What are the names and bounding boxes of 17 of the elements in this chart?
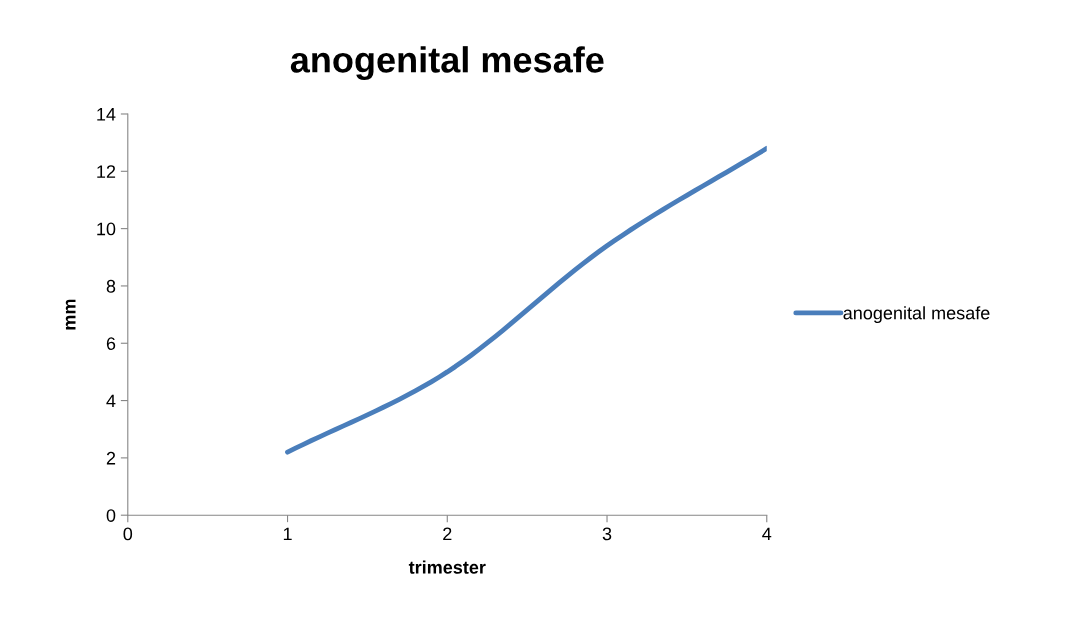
x-tick-label: 4 bbox=[762, 527, 772, 541]
x-axis-title: trimester bbox=[408, 560, 486, 574]
y-tick-label: 12 bbox=[97, 165, 116, 178]
x-tick-label: 3 bbox=[602, 527, 612, 541]
x-tick-label: 1 bbox=[283, 527, 292, 541]
y-tick-label: 14 bbox=[97, 108, 116, 121]
x-tick-label: 0 bbox=[123, 527, 133, 541]
y-tick-label: 8 bbox=[106, 279, 116, 293]
y-tick-label: 4 bbox=[106, 394, 116, 408]
legend-label: anogenital mesafe bbox=[843, 306, 990, 324]
y-tick-label: 6 bbox=[106, 337, 116, 350]
y-tick-label: 10 bbox=[97, 222, 116, 236]
y-tick-label: 0 bbox=[106, 509, 116, 522]
x-tick-label: 2 bbox=[443, 527, 452, 541]
chart-title: anogenital mesafe bbox=[290, 46, 604, 80]
y-axis-title: mm bbox=[65, 299, 76, 330]
y-tick-label: 2 bbox=[106, 451, 116, 465]
